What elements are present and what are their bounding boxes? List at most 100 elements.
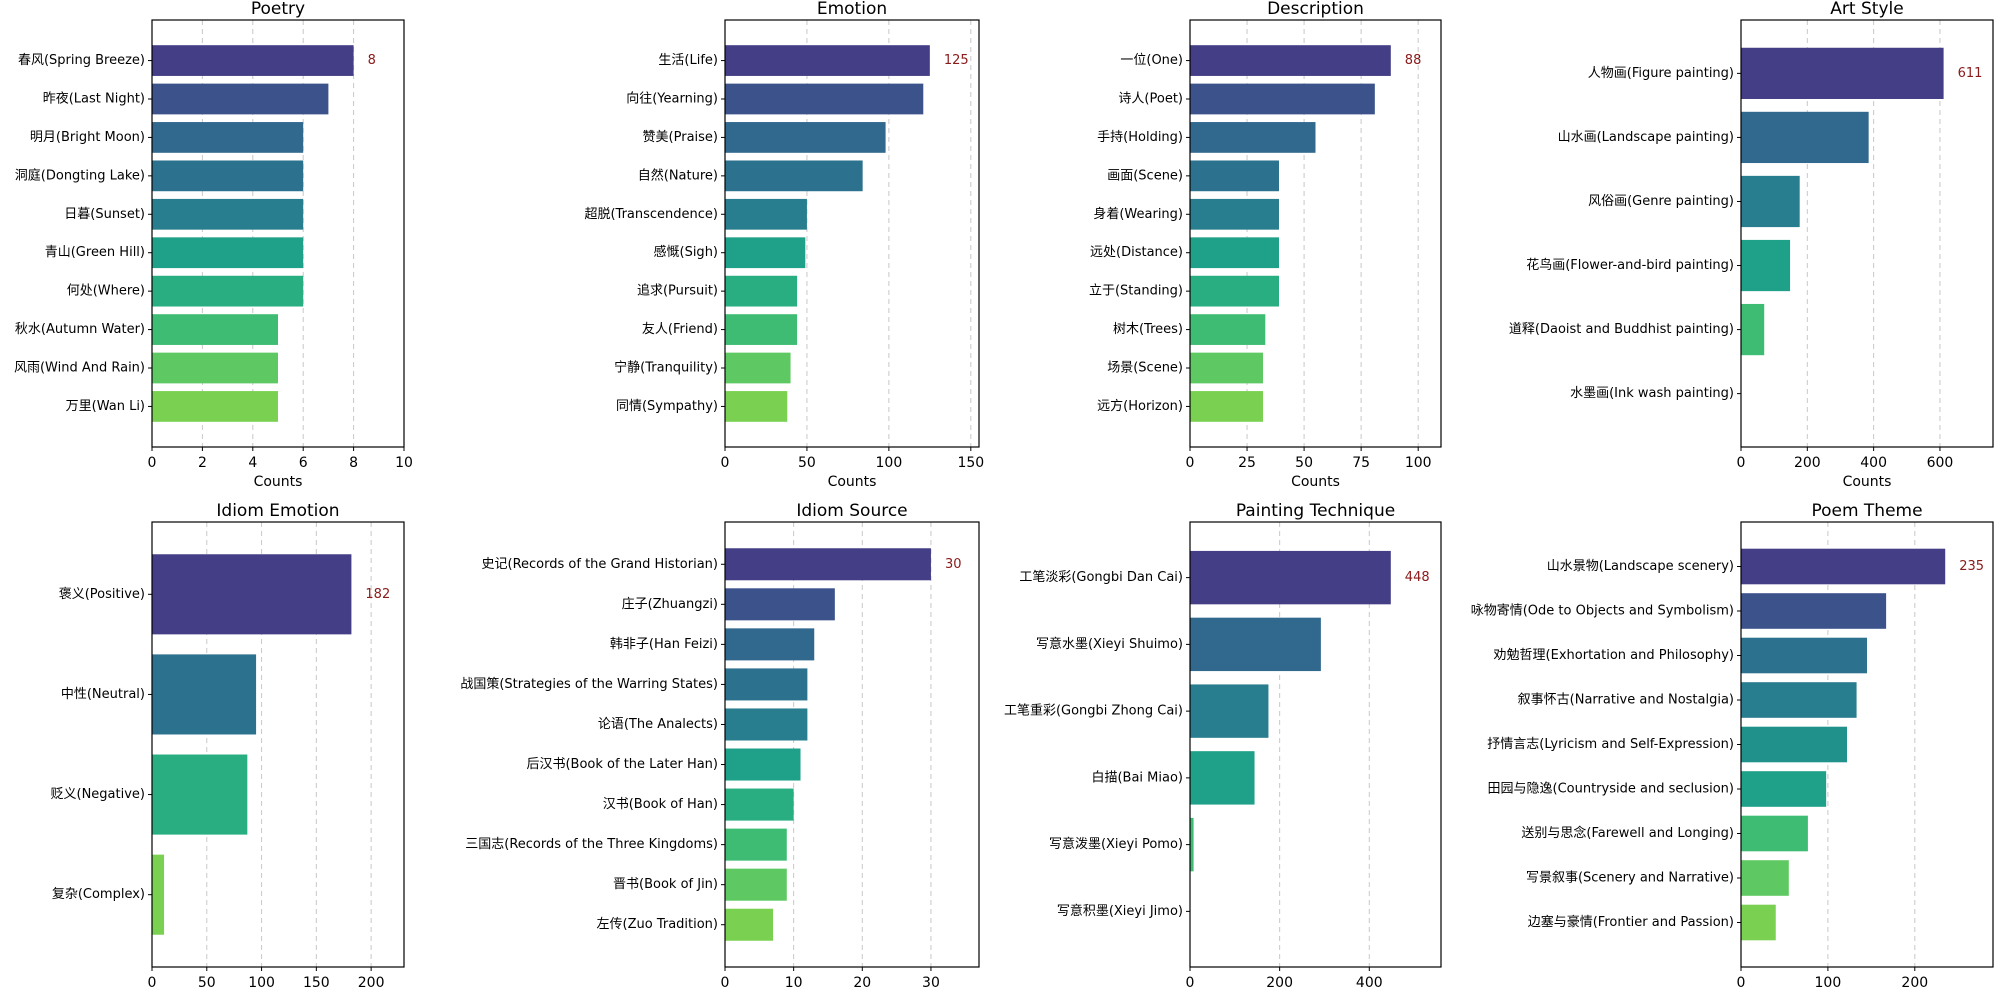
chart-4-xtick-label-3: 150 xyxy=(303,975,330,991)
chart-7-bar-8 xyxy=(1741,904,1776,941)
chart-5-xtick-label-3: 30 xyxy=(922,975,940,991)
chart-6-category-label-3: 白描(Bai Miao) xyxy=(1091,769,1183,785)
chart-1-bar-2 xyxy=(725,122,886,153)
chart-4-title: Idiom Emotion xyxy=(216,501,339,521)
chart-4-category-label-1: 中性(Neutral) xyxy=(61,687,145,702)
chart-2-bar-1 xyxy=(1190,83,1375,115)
chart-7-bar-2 xyxy=(1741,637,1867,674)
chart-5-bar-1 xyxy=(725,588,835,621)
chart-6-category-label-5: 写意积墨(Xieyi Jimo) xyxy=(1057,903,1183,919)
chart-3-category-label-0: 人物画(Figure painting) xyxy=(1588,66,1734,81)
chart-7-xtick-label-0: 0 xyxy=(1737,975,1746,991)
chart-5-xtick-label-1: 10 xyxy=(785,975,803,991)
chart-1-bar-5 xyxy=(725,237,806,269)
chart-0-bar-9 xyxy=(152,391,278,422)
chart-7-value-label: 235 xyxy=(1959,559,1984,574)
chart-0-category-label-3: 洞庭(Dongting Lake) xyxy=(15,167,145,183)
chart-7-category-label-6: 送别与思念(Farewell and Longing) xyxy=(1521,825,1734,841)
chart-2-category-label-2: 手持(Holding) xyxy=(1097,130,1183,145)
chart-0-xlabel: Counts xyxy=(254,474,303,490)
chart-3-category-label-1: 山水画(Landscape painting) xyxy=(1558,130,1734,145)
chart-1-title: Emotion xyxy=(817,0,887,19)
chart-1-bar-9 xyxy=(725,391,788,422)
chart-0-bar-1 xyxy=(152,83,329,115)
chart-7-bar-6 xyxy=(1741,815,1808,852)
chart-2-value-label: 88 xyxy=(1405,53,1422,68)
chart-1-bar-8 xyxy=(725,352,791,384)
chart-3-category-label-5: 水墨画(Ink wash painting) xyxy=(1570,386,1734,401)
chart-2-xtick-label-2: 50 xyxy=(1295,455,1313,471)
chart-0-category-label-4: 日暮(Sunset) xyxy=(64,207,145,222)
chart-2-category-label-8: 场景(Scene) xyxy=(1107,361,1183,376)
chart-4-axes-frame xyxy=(151,521,405,968)
chart-3-bar-3 xyxy=(1741,239,1791,292)
chart-1-category-label-9: 同情(Sympathy) xyxy=(616,399,718,414)
chart-4-bar-3 xyxy=(152,854,165,935)
chart-1-xtick-label-2: 100 xyxy=(876,455,903,471)
chart-2-category-label-5: 远处(Distance) xyxy=(1090,245,1183,260)
chart-0-category-label-1: 昨夜(Last Night) xyxy=(43,91,145,106)
chart-5-bar-7 xyxy=(725,828,787,861)
chart-0-xtick-label-3: 6 xyxy=(299,455,308,471)
chart-3-category-label-2: 风俗画(Genre painting) xyxy=(1588,194,1734,209)
chart-1-xtick-label-3: 150 xyxy=(957,455,984,471)
chart-4-value-label: 182 xyxy=(365,587,390,602)
chart-7-category-label-5: 田园与隐逸(Countryside and seclusion) xyxy=(1488,782,1735,797)
chart-0-category-label-6: 何处(Where) xyxy=(67,283,145,299)
chart-6-category-label-0: 工笔淡彩(Gongbi Dan Cai) xyxy=(1019,569,1183,585)
chart-0-category-label-0: 春风(Spring Breeze) xyxy=(18,53,145,68)
chart-0-title: Poetry xyxy=(251,0,305,19)
chart-5-category-label-9: 左传(Zuo Tradition) xyxy=(597,917,718,932)
chart-2-category-label-4: 身着(Wearing) xyxy=(1093,206,1183,222)
chart-7-bar-4 xyxy=(1741,726,1848,763)
chart-2-category-label-6: 立于(Standing) xyxy=(1089,284,1183,299)
chart-1-bar-1 xyxy=(725,83,924,115)
chart-4-xtick-label-1: 50 xyxy=(198,975,216,991)
chart-7-category-label-2: 劝勉哲理(Exhortation and Philosophy) xyxy=(1494,648,1734,663)
chart-3-xtick-label-1: 200 xyxy=(1794,455,1821,471)
chart-6-value-label: 448 xyxy=(1405,570,1430,585)
chart-3-xtick-label-2: 400 xyxy=(1860,455,1887,471)
chart-2-bar-7 xyxy=(1190,314,1266,345)
chart-5-bar-3 xyxy=(725,668,808,701)
chart-5-xtick-label-0: 0 xyxy=(721,975,730,991)
chart-0-xtick-label-1: 2 xyxy=(198,455,207,471)
chart-6-bar-4 xyxy=(1190,817,1194,872)
chart-3-category-label-4: 道释(Daoist and Buddhist painting) xyxy=(1509,322,1734,337)
chart-6-category-label-1: 写意水墨(Xieyi Shuimo) xyxy=(1036,636,1183,652)
chart-0-bar-5 xyxy=(152,237,304,269)
chart-1-bar-4 xyxy=(725,198,807,230)
chart-5-axes-frame xyxy=(724,521,980,968)
chart-2-bar-8 xyxy=(1190,352,1264,384)
chart-0-category-label-8: 风雨(Wind And Rain) xyxy=(14,361,145,376)
chart-0-xtick-label-4: 8 xyxy=(349,455,358,471)
chart-2-axes-frame xyxy=(1189,19,1442,448)
chart-5-category-label-3: 战国策(Strategies of the Warring States) xyxy=(460,676,718,692)
chart-6-bar-1 xyxy=(1190,617,1321,672)
chart-1-xlabel: Counts xyxy=(828,474,877,490)
chart-7-xtick-label-2: 200 xyxy=(1901,975,1928,991)
chart-3-axes-frame xyxy=(1740,19,1994,448)
chart-0-bar-0 xyxy=(152,45,354,76)
chart-2-xtick-label-3: 75 xyxy=(1352,455,1370,471)
chart-0-xtick-label-5: 10 xyxy=(395,455,413,471)
chart-1-category-label-0: 生活(Life) xyxy=(658,53,718,68)
chart-6-category-label-4: 写意泼墨(Xieyi Pomo) xyxy=(1049,836,1183,852)
chart-4-category-label-3: 复杂(Complex) xyxy=(52,887,145,902)
chart-1-xtick-label-0: 0 xyxy=(721,455,730,471)
chart-7-axes-frame xyxy=(1740,521,1994,968)
chart-1-category-label-3: 自然(Nature) xyxy=(638,167,718,183)
chart-1-category-label-8: 宁静(Tranquility) xyxy=(614,360,718,376)
chart-0-xtick-label-2: 4 xyxy=(248,455,257,471)
chart-5-bar-0 xyxy=(725,548,931,581)
chart-5-category-label-1: 庄子(Zhuangzi) xyxy=(622,596,718,612)
chart-6-xtick-label-1: 200 xyxy=(1266,975,1293,991)
chart-2-bar-5 xyxy=(1190,237,1279,269)
chart-0-xtick-label-0: 0 xyxy=(148,455,157,471)
chart-7-category-label-8: 边塞与豪情(Frontier and Passion) xyxy=(1528,914,1734,930)
chart-5-value-label: 30 xyxy=(945,557,962,572)
chart-0-bar-7 xyxy=(152,314,278,345)
chart-1-bar-3 xyxy=(725,160,863,192)
chart-4-xtick-label-0: 0 xyxy=(148,975,157,991)
